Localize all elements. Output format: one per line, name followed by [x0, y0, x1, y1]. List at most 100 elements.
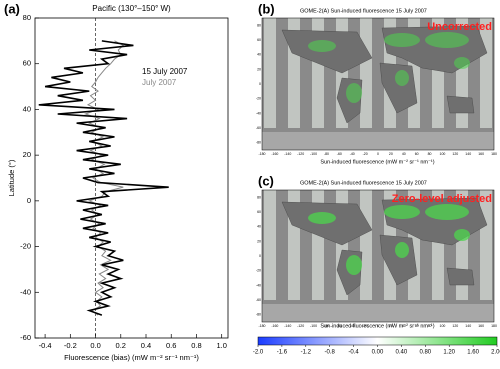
map-frame	[261, 17, 495, 151]
x-tick-label: 0.0	[90, 341, 100, 350]
y-axis-label: Latitude (°)	[7, 159, 16, 196]
colorbar-label: Sun-induced fluorescence (mW m⁻² sr⁻¹ nm…	[320, 323, 434, 329]
map-title: GOME-2(A) Sun-induced fluorescence 15 Ju…	[300, 180, 427, 186]
colorbar	[257, 336, 498, 346]
map-lon-label: -140	[284, 324, 291, 328]
map-lat-label: 20	[257, 67, 261, 71]
map-lon-label: 140	[465, 152, 471, 156]
plot-frame	[34, 17, 229, 339]
map-lon-label: -140	[284, 152, 291, 156]
map-lon-label: 180	[491, 324, 497, 328]
map-lon-label: 120	[452, 324, 458, 328]
map-lat-label: -20	[256, 97, 261, 101]
chart-title: Pacific (130°–150° W)	[92, 4, 171, 13]
legend-entry: July 2007	[142, 78, 177, 87]
vegetation-patch	[395, 70, 409, 86]
map-lon-label: 140	[465, 324, 471, 328]
y-tick-label: 0	[27, 196, 31, 205]
map-lon-label: 60	[415, 324, 419, 328]
map-lon-label: -80	[324, 152, 329, 156]
vegetation-patch	[308, 212, 336, 224]
x-tick-label: 1.0	[216, 341, 226, 350]
y-tick-label: -60	[20, 333, 31, 342]
x-tick-label: 0.4	[141, 341, 151, 350]
series-line	[83, 40, 125, 316]
x-axis-label: Fluorescence (bias) (mW m⁻² sr⁻¹ nm⁻¹)	[64, 353, 199, 362]
colorbar-tick-label: -0.8	[325, 350, 336, 356]
colorbar-tick-label: 0.00	[372, 350, 384, 356]
map-lon-label: -20	[363, 152, 368, 156]
map-lon-label: -20	[363, 324, 368, 328]
map-lon-label: 80	[428, 152, 432, 156]
map-lat-label: 60	[257, 38, 261, 42]
colorbar-label: Sun-induced fluorescence (mW m⁻² sr⁻¹ nm…	[320, 159, 434, 165]
colorbar-tick-label: -1.6	[277, 350, 288, 356]
vegetation-patch	[425, 204, 469, 220]
map-lat-label: -80	[256, 313, 261, 317]
x-tick-label: 0.2	[116, 341, 126, 350]
y-tick-label: 80	[23, 13, 31, 22]
map-lat-label: -20	[256, 269, 261, 273]
map-lon-label: -60	[337, 324, 342, 328]
vegetation-patch	[425, 32, 469, 48]
map-lat-label: 0	[259, 254, 261, 258]
colorbar-tick-label: 2.00	[491, 350, 500, 356]
colorbar-tick-label: 1.60	[467, 350, 479, 356]
map-lon-label: 80	[428, 324, 432, 328]
x-tick-label: -0.4	[39, 341, 52, 350]
map-lon-label: -180	[258, 324, 265, 328]
map-lon-label: 40	[402, 152, 406, 156]
panel-label: (b)	[258, 1, 275, 16]
map-lon-label: 0	[377, 152, 379, 156]
vegetation-patch	[346, 83, 362, 103]
map-lon-label: -60	[337, 152, 342, 156]
x-tick-label: 0.8	[191, 341, 201, 350]
map-lon-label: -40	[350, 324, 355, 328]
x-tick-label: -0.2	[64, 341, 77, 350]
map-lon-label: -120	[297, 152, 304, 156]
colorbar-tick-label: 0.40	[396, 350, 408, 356]
map-lat-label: -40	[256, 283, 261, 287]
colorbar-tick-label: -1.2	[301, 350, 312, 356]
map-lon-label: 100	[440, 152, 446, 156]
vegetation-patch	[346, 255, 362, 275]
vegetation-patch	[454, 57, 470, 69]
colorbar-tick-label: -0.4	[348, 350, 359, 356]
map-lon-label: 160	[478, 324, 484, 328]
map-frame	[261, 189, 495, 323]
map-lon-label: 120	[452, 152, 458, 156]
map-lon-label: 20	[389, 152, 393, 156]
map-lat-label: 20	[257, 239, 261, 243]
map-lon-label: -160	[271, 324, 278, 328]
panel-label: (a)	[4, 1, 20, 16]
antarctica	[262, 132, 494, 150]
y-tick-label: 40	[23, 104, 31, 113]
map-lon-label: 60	[415, 152, 419, 156]
map-lat-label: 40	[257, 225, 261, 229]
map-lat-label: -40	[256, 111, 261, 115]
map-lon-label: 180	[491, 152, 497, 156]
antarctica	[262, 304, 494, 322]
x-tick-label: 0.6	[166, 341, 176, 350]
map-lon-label: -100	[310, 324, 317, 328]
colorbar-tick-label: -2.0	[253, 350, 264, 356]
map-lon-label: -160	[271, 152, 278, 156]
map-lat-label: -60	[256, 126, 261, 130]
vegetation-patch	[454, 229, 470, 241]
vegetation-patch	[395, 242, 409, 258]
map-lon-label: 160	[478, 152, 484, 156]
map-title: GOME-2(A) Sun-induced fluorescence 15 Ju…	[300, 8, 427, 14]
map-lat-label: 80	[257, 23, 261, 27]
series-line	[38, 40, 169, 316]
continent	[446, 95, 475, 114]
y-tick-label: 20	[23, 150, 31, 159]
map-annotation: Zero-level adjusted	[392, 193, 492, 205]
map-lat-label: 80	[257, 195, 261, 199]
map-lat-label: 40	[257, 53, 261, 57]
colorbar-tick-label: 0.80	[419, 350, 431, 356]
map-lon-label: -40	[350, 152, 355, 156]
map-lon-label: 100	[440, 324, 446, 328]
map-annotation: Uncorrected	[427, 21, 492, 33]
map-lon-label: 0	[377, 324, 379, 328]
